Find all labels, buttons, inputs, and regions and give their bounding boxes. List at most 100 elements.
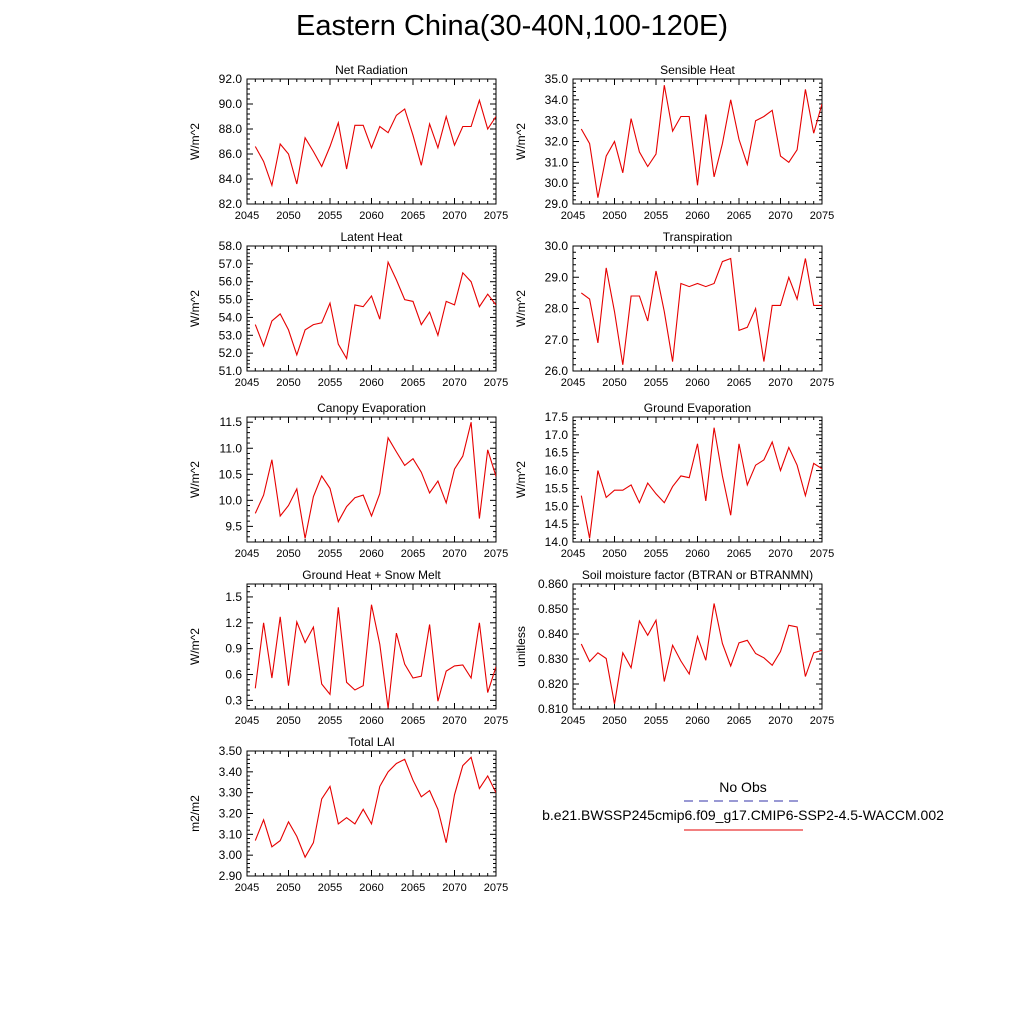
panel-title: Soil moisture factor (BTRAN or BTRANMN) <box>582 568 813 582</box>
series-line <box>254 756 496 859</box>
figure-title: Eastern China(30-40N,100-120E) <box>295 10 729 42</box>
panel-title: Sensible Heat <box>660 63 735 77</box>
x-tick-label: 2075 <box>810 548 834 560</box>
x-tick-label: 2060 <box>685 715 709 727</box>
y-tick-label: 14.0 <box>545 535 569 549</box>
x-tick-label: 2050 <box>602 377 626 389</box>
x-tick-label: 2055 <box>644 210 668 222</box>
y-axis-label: W/m^2 <box>188 628 202 665</box>
y-tick-label: 28.0 <box>545 302 569 316</box>
x-tick-label: 2065 <box>727 548 751 560</box>
y-axis-label: unitless <box>514 626 528 667</box>
y-tick-label: 51.0 <box>219 364 243 378</box>
y-tick-label: 34.0 <box>545 93 569 107</box>
x-tick-label: 2070 <box>442 210 466 222</box>
x-tick-label: 2065 <box>727 210 751 222</box>
plot-frame <box>246 583 497 710</box>
x-tick-label: 2065 <box>401 377 425 389</box>
x-tick-label: 2050 <box>276 377 300 389</box>
x-tick-label: 2075 <box>810 715 834 727</box>
chart-panel: Sensible Heat W/m^2 2045 2050 2055 2060 2065 20… <box>514 63 834 222</box>
y-tick-label: 3.30 <box>219 786 243 800</box>
y-tick-label: 16.5 <box>545 446 569 460</box>
x-tick-label: 2070 <box>768 210 792 222</box>
y-tick-label: 53.0 <box>219 328 243 342</box>
y-tick-label: 27.0 <box>545 333 569 347</box>
y-tick-label: 33.0 <box>545 114 569 128</box>
x-tick-label: 2045 <box>235 548 259 560</box>
chart-panel: Latent Heat W/m^2 2045 2050 2055 2060 2065 2070… <box>188 230 508 389</box>
panel-title: Transpiration <box>663 230 733 244</box>
x-tick-label: 2065 <box>401 548 425 560</box>
series-line <box>580 603 822 705</box>
y-tick-label: 0.9 <box>225 642 242 656</box>
x-tick-label: 2060 <box>685 548 709 560</box>
x-tick-label: 2075 <box>810 210 834 222</box>
y-axis-label: W/m^2 <box>514 290 528 327</box>
panel-title: Ground Heat + Snow Melt <box>302 568 441 582</box>
x-tick-label: 2065 <box>401 715 425 727</box>
y-tick-label: 1.5 <box>225 590 242 604</box>
x-tick-label: 2060 <box>359 377 383 389</box>
y-tick-label: 9.5 <box>225 519 242 533</box>
y-tick-label: 32.0 <box>545 135 569 149</box>
chart-panel: Ground Heat + Snow Melt W/m^2 2045 2050 2055… <box>188 568 508 727</box>
y-tick-label: 10.5 <box>219 467 243 481</box>
x-tick-label: 2070 <box>442 715 466 727</box>
y-tick-label: 84.0 <box>219 172 243 186</box>
x-tick-label: 2075 <box>484 548 508 560</box>
x-tick-label: 2050 <box>276 210 300 222</box>
x-tick-label: 2060 <box>359 210 383 222</box>
plot-frame <box>572 245 823 372</box>
y-tick-label: 92.0 <box>219 72 243 86</box>
x-tick-label: 2075 <box>484 715 508 727</box>
x-tick-label: 2050 <box>602 715 626 727</box>
x-tick-label: 2060 <box>685 210 709 222</box>
y-tick-label: 52.0 <box>219 346 243 360</box>
x-tick-label: 2060 <box>359 548 383 560</box>
x-tick-label: 2045 <box>561 210 585 222</box>
y-tick-label: 3.50 <box>219 744 243 758</box>
chart-panel: Total LAI m2/m2 2045 2050 2055 2060 2065 2070 20… <box>188 735 508 894</box>
legend-obs-label: No Obs <box>719 779 766 795</box>
y-tick-label: 29.0 <box>545 197 569 211</box>
x-tick-label: 2070 <box>442 377 466 389</box>
x-tick-label: 2075 <box>484 882 508 894</box>
x-tick-label: 2055 <box>318 210 342 222</box>
y-tick-label: 15.5 <box>545 481 569 495</box>
y-tick-label: 3.10 <box>219 827 243 841</box>
y-tick-label: 11.0 <box>220 441 243 455</box>
y-axis-label: W/m^2 <box>188 290 202 327</box>
x-tick-label: 2045 <box>561 548 585 560</box>
y-tick-label: 55.0 <box>219 293 243 307</box>
y-tick-label: 15.0 <box>545 499 569 513</box>
panel-title: Net Radiation <box>335 63 408 77</box>
panel-title: Canopy Evaporation <box>317 401 426 415</box>
x-tick-label: 2055 <box>318 715 342 727</box>
x-tick-label: 2060 <box>685 377 709 389</box>
y-tick-label: 26.0 <box>545 364 569 378</box>
x-tick-label: 2055 <box>318 548 342 560</box>
y-tick-label: 82.0 <box>219 197 243 211</box>
y-tick-label: 86.0 <box>219 147 243 161</box>
x-tick-label: 2060 <box>359 882 383 894</box>
x-tick-label: 2065 <box>401 210 425 222</box>
y-tick-label: 3.00 <box>219 848 243 862</box>
y-tick-label: 17.0 <box>545 428 569 442</box>
x-tick-label: 2055 <box>644 715 668 727</box>
plot-frame <box>246 750 497 877</box>
x-tick-label: 2065 <box>727 715 751 727</box>
x-tick-label: 2070 <box>442 548 466 560</box>
y-axis-label: W/m^2 <box>514 123 528 160</box>
x-tick-label: 2075 <box>810 377 834 389</box>
x-tick-label: 2070 <box>768 715 792 727</box>
x-tick-label: 2075 <box>484 377 508 389</box>
x-tick-label: 2045 <box>235 715 259 727</box>
legend: No Obs b.e21.BWSSP245cmip6.f09_g17.CMIP6… <box>542 779 944 831</box>
y-tick-label: 14.5 <box>545 517 569 531</box>
y-tick-label: 2.90 <box>219 869 243 883</box>
series-line <box>254 98 496 188</box>
x-tick-label: 2045 <box>235 377 259 389</box>
x-tick-label: 2045 <box>561 377 585 389</box>
y-axis-label: W/m^2 <box>188 123 202 160</box>
